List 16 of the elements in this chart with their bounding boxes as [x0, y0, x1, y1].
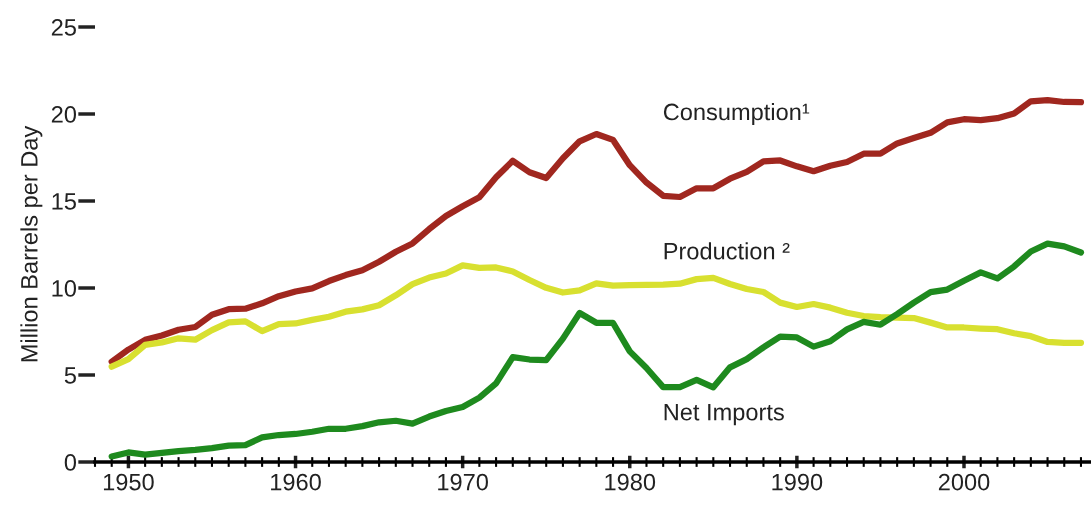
x-tick-label: 1970 — [438, 473, 488, 491]
y-tick-label: 15 — [52, 193, 76, 210]
y-tick-label: 5 — [64, 367, 76, 384]
x-tick-label: 2000 — [938, 473, 990, 491]
x-tick-label: 1960 — [271, 473, 321, 491]
y-axis-title: Million Barrels per Day — [20, 125, 43, 362]
series-label: Production ² — [664, 242, 790, 260]
y-tick-label: 20 — [51, 106, 77, 123]
series-label: Consumption¹ — [663, 103, 810, 126]
series-label: Net Imports — [664, 404, 784, 426]
x-tick-label: 1990 — [772, 473, 823, 491]
y-tick-label: 25 — [51, 19, 76, 36]
x-tick-label: 1950 — [103, 473, 154, 491]
y-tick-label: 10 — [52, 280, 77, 297]
y-tick-label: 0 — [64, 454, 77, 471]
x-tick-label: 1980 — [605, 473, 656, 491]
